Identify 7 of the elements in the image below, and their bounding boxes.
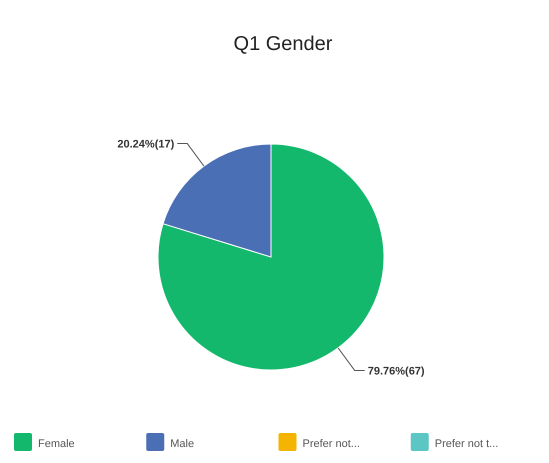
legend-label: Female <box>38 438 75 450</box>
data-label: 79.76%(67) <box>368 365 425 378</box>
chart-title: Q1 Gender <box>234 33 333 55</box>
data-label: 20.24%(17) <box>117 138 175 151</box>
legend-label: Prefer not... <box>302 438 360 450</box>
legend-label: Prefer not t... <box>434 438 498 450</box>
legend-label: Male <box>170 438 194 450</box>
